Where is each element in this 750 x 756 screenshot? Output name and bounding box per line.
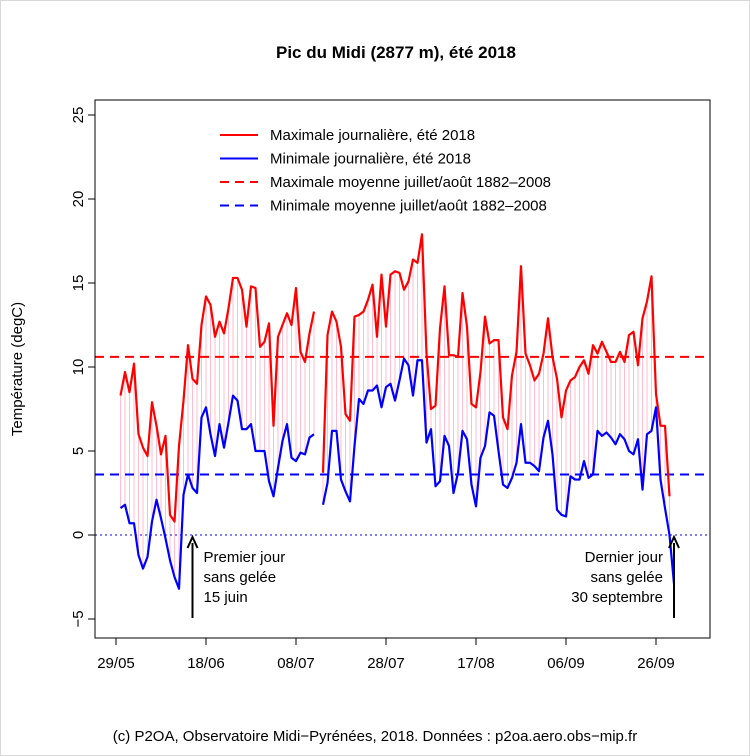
x-tick-label: 18/06	[187, 655, 225, 672]
series-lines	[119, 233, 676, 590]
legend-entry: Maximale moyenne juillet/août 1882–2008	[270, 174, 551, 191]
annotation-arrow-head	[668, 534, 680, 549]
annotation-text: Premier jour	[204, 549, 286, 566]
chart-title: Pic du Midi (2877 m), été 2018	[276, 43, 516, 62]
annotations: Premier jour sans gelée 15 juin Dernier jou…	[186, 534, 680, 618]
x-tick-label: 28/07	[367, 655, 405, 672]
reference-lines	[95, 355, 710, 536]
x-tick-label: 17/08	[457, 655, 495, 672]
y-tick-label: 15	[70, 275, 87, 292]
y-tick-label: 10	[70, 359, 87, 376]
series-line-min	[321, 357, 676, 584]
y-tick-label: −5	[70, 610, 87, 627]
x-tick-label: 29/05	[97, 655, 135, 672]
series-line-max	[321, 233, 671, 497]
annotation-text: sans gelée	[204, 569, 277, 586]
y-tick-label: 0	[70, 531, 87, 539]
series-line-min	[119, 394, 315, 590]
daily-range-bars	[120, 234, 670, 589]
x-tick-label: 06/09	[547, 655, 585, 672]
annotation-text: Dernier jour	[585, 549, 663, 566]
annotation-text: 30 septembre	[571, 589, 663, 606]
annotation-text: 15 juin	[204, 589, 248, 606]
plot-box	[94, 99, 711, 639]
legend: Maximale journalière, été 2018 Minimale j…	[220, 127, 551, 215]
y-tick-label: 25	[70, 107, 87, 124]
series-line-max	[119, 276, 316, 523]
credit-text: (c) P2OA, Observatoire Midi−Pyrénées, 20…	[112, 728, 638, 745]
legend-entry: Maximale journalière, été 2018	[270, 127, 475, 144]
y-axis: −5 0 5 10 15 20 25	[70, 107, 95, 628]
y-axis-label: Température (degC)	[9, 302, 26, 436]
legend-entry: Minimale moyenne juillet/août 1882–2008	[270, 198, 547, 215]
y-tick-label: 20	[70, 191, 87, 208]
annotation-text: sans gelée	[590, 569, 663, 586]
legend-entry: Minimale journalière, été 2018	[270, 151, 471, 168]
x-tick-label: 08/07	[277, 655, 315, 672]
x-axis: 29/05 18/06 08/07 28/07 17/08 06/09 26/09	[97, 638, 675, 672]
annotation-arrow-head	[186, 534, 199, 549]
y-tick-label: 5	[70, 447, 87, 455]
x-tick-label: 26/09	[637, 655, 675, 672]
